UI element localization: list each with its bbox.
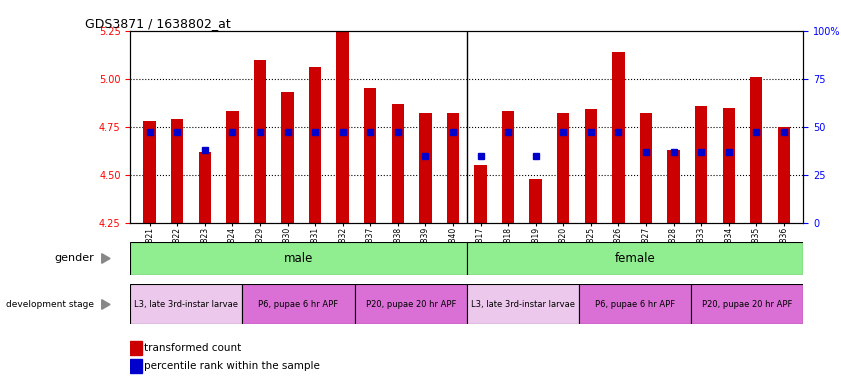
Text: L3, late 3rd-instar larvae: L3, late 3rd-instar larvae: [135, 300, 238, 309]
Bar: [336, 31, 349, 223]
Bar: [130, 341, 141, 355]
Bar: [530, 179, 542, 223]
Bar: [467, 284, 579, 324]
Text: development stage: development stage: [6, 300, 94, 309]
Text: P20, pupae 20 hr APF: P20, pupae 20 hr APF: [366, 300, 456, 309]
Text: female: female: [615, 252, 655, 265]
Bar: [502, 111, 515, 223]
Text: P6, pupae 6 hr APF: P6, pupae 6 hr APF: [258, 300, 339, 309]
Bar: [130, 242, 467, 275]
Bar: [242, 284, 355, 324]
Text: gender: gender: [54, 253, 94, 263]
Text: male: male: [284, 252, 313, 265]
Bar: [198, 152, 211, 223]
Bar: [144, 121, 156, 223]
Bar: [579, 284, 691, 324]
Bar: [668, 150, 680, 223]
Bar: [355, 284, 467, 324]
Bar: [584, 109, 597, 223]
Bar: [130, 284, 242, 324]
Bar: [557, 113, 569, 223]
Bar: [364, 88, 377, 223]
Bar: [474, 165, 487, 223]
Text: P20, pupae 20 hr APF: P20, pupae 20 hr APF: [702, 300, 792, 309]
Bar: [282, 92, 294, 223]
Bar: [419, 113, 431, 223]
Bar: [467, 242, 803, 275]
Bar: [778, 127, 790, 223]
Bar: [254, 60, 266, 223]
Bar: [691, 284, 803, 324]
Bar: [392, 104, 404, 223]
Text: GDS3871 / 1638802_at: GDS3871 / 1638802_at: [85, 17, 230, 30]
Bar: [722, 108, 735, 223]
Text: transformed count: transformed count: [144, 343, 241, 353]
Bar: [750, 77, 763, 223]
Text: P6, pupae 6 hr APF: P6, pupae 6 hr APF: [595, 300, 675, 309]
Bar: [447, 113, 459, 223]
Bar: [226, 111, 239, 223]
Bar: [171, 119, 183, 223]
Bar: [612, 52, 625, 223]
Bar: [640, 113, 652, 223]
Bar: [130, 359, 141, 373]
Text: percentile rank within the sample: percentile rank within the sample: [144, 361, 320, 371]
Bar: [309, 67, 321, 223]
Bar: [695, 106, 707, 223]
Text: L3, late 3rd-instar larvae: L3, late 3rd-instar larvae: [471, 300, 574, 309]
